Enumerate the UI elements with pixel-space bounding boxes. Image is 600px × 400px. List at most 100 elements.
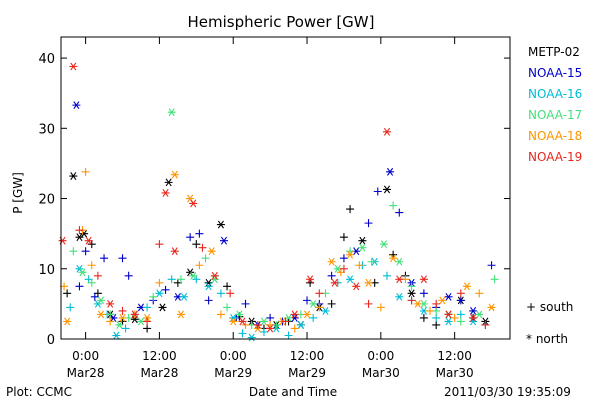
x-tick-label-time: 12:00 [290, 349, 325, 363]
data-point-north [75, 233, 84, 242]
data-point-north [229, 317, 238, 326]
data-point-north [379, 240, 388, 249]
data-point-south [373, 187, 382, 196]
data-point-south [63, 289, 72, 298]
data-point-south [382, 271, 391, 280]
x-tick-label-date: Mar28 [140, 366, 178, 380]
data-point-north [444, 317, 453, 326]
y-tick-label: 0 [47, 333, 55, 348]
data-point-north [118, 314, 127, 322]
series-noaa-16 [66, 257, 490, 342]
data-point-north [176, 310, 185, 319]
data-point-south [481, 320, 490, 329]
data-point-south [223, 303, 232, 312]
marker-legend: + south * north [526, 300, 573, 346]
data-point-north [106, 299, 115, 308]
data-point-south [389, 201, 398, 210]
data-point-north [78, 268, 87, 277]
data-point-south [186, 233, 195, 242]
data-point-north [186, 194, 195, 203]
data-point-south [66, 303, 75, 312]
data-point-south [456, 317, 465, 326]
legend: METP-02 NOAA-15 NOAA-16 NOAA-17 NOAA-18 NOAA-… [528, 45, 582, 164]
data-point-north [327, 257, 336, 266]
data-point-north [358, 243, 367, 252]
data-point-south [303, 296, 312, 305]
data-point-north [170, 170, 179, 179]
data-point-south [75, 226, 84, 235]
data-point-south [327, 299, 336, 308]
data-point-north [346, 275, 355, 284]
series-noaa-15 [72, 101, 496, 329]
data-point-north [321, 306, 330, 315]
data-point-south [419, 289, 428, 298]
data-point-south [339, 233, 348, 242]
data-point-south [75, 282, 84, 291]
data-point-north [210, 275, 219, 284]
data-point-north [419, 275, 428, 284]
data-point-south [192, 240, 201, 249]
data-point-south [364, 219, 373, 228]
axis-ticks: 0 10 20 30 40 0:00 Mar28 12:00 Mar28 0:00 Mar29 12:… [38, 37, 510, 380]
data-point-south [195, 261, 204, 270]
data-point-south [176, 275, 185, 284]
data-point-south [315, 289, 324, 298]
data-point-south [339, 264, 348, 273]
data-point-south [87, 261, 96, 270]
data-point-south [456, 310, 465, 319]
x-tick-label-date: Mar29 [214, 366, 252, 380]
data-point-north [238, 317, 247, 326]
data-point-north [259, 317, 268, 326]
data-point-north [155, 289, 164, 298]
data-point-south [118, 254, 127, 263]
legend-item-metp-02: METP-02 [528, 45, 580, 59]
series-noaa-17 [69, 108, 499, 329]
data-point-north [438, 296, 447, 305]
data-point-south [407, 296, 416, 305]
data-point-south [106, 317, 115, 326]
data-point-south [475, 289, 484, 298]
x-axis-label: Date and Time [249, 385, 337, 399]
y-tick-label: 20 [38, 193, 55, 208]
data-point-south [490, 275, 499, 284]
data-point-north [266, 324, 275, 333]
plot-frame [60, 36, 511, 340]
data-point-south [432, 320, 441, 329]
data-point-south [315, 303, 324, 312]
data-point-north [84, 236, 93, 245]
data-point-north [170, 247, 179, 256]
data-point-south [216, 289, 225, 298]
data-point-south [376, 303, 385, 312]
data-point-south [456, 289, 465, 298]
data-point-north [216, 220, 225, 229]
data-point-north [115, 321, 124, 329]
data-point-north [382, 185, 391, 194]
data-point-north [290, 310, 299, 319]
x-tick-label-time: 12:00 [437, 349, 472, 363]
data-point-south [195, 229, 204, 238]
data-point-north [358, 236, 367, 245]
data-point-north [303, 310, 312, 319]
data-point-south [155, 278, 164, 287]
legend-item-noaa-19: NOAA-19 [528, 150, 582, 164]
data-point-south [90, 292, 99, 301]
data-point-north [80, 229, 89, 238]
data-point-south [241, 320, 250, 329]
data-point-north [167, 108, 176, 117]
data-point-south [450, 313, 459, 322]
data-point-north [72, 101, 81, 110]
data-point-north [58, 236, 67, 245]
data-point-south [167, 275, 176, 284]
data-point-north [352, 282, 361, 291]
data-point-south [284, 331, 293, 340]
data-point-south [201, 254, 210, 263]
data-point-south [339, 254, 348, 263]
data-point-north [330, 278, 339, 287]
data-point-south [426, 306, 435, 315]
data-point-north [161, 188, 170, 197]
y-tick-label: 30 [38, 122, 55, 137]
data-point-north [207, 247, 216, 256]
data-point-north [210, 271, 219, 280]
x-tick-label-time: 0:00 [367, 349, 394, 363]
data-point-south [124, 271, 133, 280]
